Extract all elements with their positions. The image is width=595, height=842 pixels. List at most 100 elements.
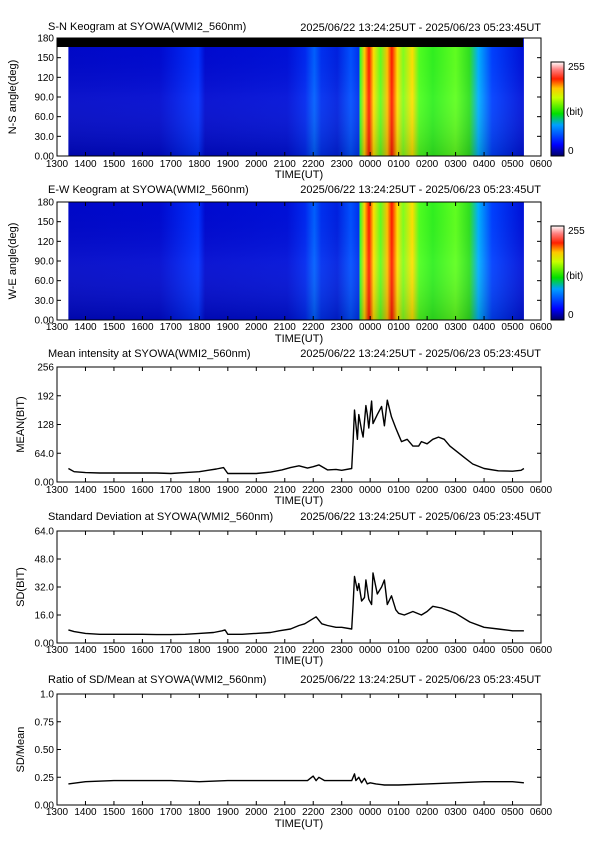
x-tick-label: 0200 (416, 645, 439, 656)
x-tick-label: 1700 (160, 485, 183, 496)
x-tick-label: 0000 (359, 807, 382, 818)
x-tick-label: 0400 (473, 807, 496, 818)
x-tick-label: 0600 (530, 322, 553, 333)
y-tick-label: 64.0 (35, 449, 55, 460)
x-tick-label: 0300 (444, 645, 467, 656)
panel-1: S-N Keogram at SYOWA(WMI2_560nm) 2025/06/… (7, 21, 585, 181)
x-tick-label: 1400 (74, 645, 97, 656)
x-tick-label: 1500 (103, 807, 126, 818)
x-tick-label: 1800 (188, 645, 211, 656)
x-tick-label: 2200 (302, 159, 325, 170)
x-tick-label: 2000 (245, 322, 268, 333)
y-tick-label: 0.00 (35, 152, 55, 163)
x-tick-label: 0500 (501, 485, 524, 496)
x-tick-label: 2300 (331, 159, 354, 170)
panel-title: Standard Deviation at SYOWA(WMI2_560nm) (48, 511, 273, 523)
y-tick-label: 0.00 (35, 639, 55, 650)
x-tick-label: 1600 (131, 645, 154, 656)
x-tick-label: 1700 (160, 322, 183, 333)
x-tick-label: 0500 (501, 807, 524, 818)
y-tick-label: 32.0 (35, 583, 55, 594)
x-tick-label: 1300 (46, 485, 69, 496)
x-tick-label: 1800 (188, 159, 211, 170)
y-tick-label: 0.00 (35, 801, 55, 812)
x-tick-label: 0100 (388, 159, 411, 170)
x-tick-label: 1800 (188, 322, 211, 333)
colorbar-min-label: 0 (568, 310, 574, 321)
x-tick-label: 1500 (103, 485, 126, 496)
y-axis-label: W-E angle(deg) (7, 223, 19, 300)
x-tick-label: 0500 (501, 159, 524, 170)
y-tick-label: 128 (37, 420, 54, 431)
panel-5: Ratio of SD/Mean at SYOWA(WMI2_560nm) 202… (15, 674, 553, 830)
y-tick-label: 180 (37, 34, 54, 45)
y-tick-label: 60.0 (35, 276, 55, 287)
x-tick-label: 0600 (530, 645, 553, 656)
x-tick-label: 0100 (388, 322, 411, 333)
x-tick-label: 1400 (74, 807, 97, 818)
x-tick-label: 0000 (359, 485, 382, 496)
colorbar-max-label: 255 (568, 62, 585, 73)
plot-frame (56, 366, 542, 483)
x-tick-label: 0600 (530, 485, 553, 496)
colorbar-min-label: 0 (568, 146, 574, 157)
x-tick-label: 1600 (131, 322, 154, 333)
colorbar-unit-label: (bit) (566, 107, 583, 118)
x-tick-label: 2100 (274, 159, 297, 170)
x-tick-label: 2100 (274, 645, 297, 656)
colorbar-unit-label: (bit) (566, 271, 583, 282)
x-tick-label: 0300 (444, 159, 467, 170)
time-range: 2025/06/22 13:24:25UT - 2025/06/23 05:23… (300, 348, 541, 360)
x-tick-label: 1700 (160, 159, 183, 170)
x-tick-label: 2300 (331, 645, 354, 656)
y-tick-label: 90.0 (35, 257, 55, 268)
time-range: 2025/06/22 13:24:25UT - 2025/06/23 05:23… (300, 22, 541, 34)
series-line (68, 572, 524, 636)
x-tick-label: 2000 (245, 645, 268, 656)
x-axis-label: TIME(UT) (275, 655, 323, 667)
x-tick-label: 0000 (359, 645, 382, 656)
x-tick-label: 2200 (302, 645, 325, 656)
series-line (68, 773, 524, 786)
panel-4: Standard Deviation at SYOWA(WMI2_560nm) 2… (15, 511, 553, 667)
panel-3: Mean intensity at SYOWA(WMI2_560nm) 2025/… (15, 348, 553, 507)
x-tick-label: 1900 (217, 645, 240, 656)
x-tick-label: 0400 (473, 159, 496, 170)
x-tick-label: 2100 (274, 322, 297, 333)
y-tick-label: 30.0 (35, 296, 55, 307)
x-tick-label: 1400 (74, 322, 97, 333)
x-tick-label: 1300 (46, 322, 69, 333)
y-tick-label: 192 (37, 391, 54, 402)
x-tick-label: 0200 (416, 322, 439, 333)
series-line (68, 399, 525, 475)
x-tick-label: 0100 (388, 807, 411, 818)
plot-frame (56, 693, 542, 806)
x-tick-label: 1500 (103, 322, 126, 333)
x-tick-label: 0200 (416, 159, 439, 170)
x-tick-label: 0200 (416, 485, 439, 496)
x-tick-label: 0200 (416, 807, 439, 818)
x-tick-label: 1500 (103, 645, 126, 656)
y-tick-label: 0.25 (35, 773, 55, 784)
colorbar (550, 225, 565, 321)
keogram-masked-band (57, 38, 523, 47)
y-axis-label: MEAN(BIT) (15, 396, 27, 452)
x-tick-label: 0600 (530, 807, 553, 818)
x-tick-label: 1300 (46, 807, 69, 818)
x-tick-label: 0300 (444, 322, 467, 333)
y-tick-label: 90.0 (35, 93, 55, 104)
colorbar (550, 61, 565, 157)
x-tick-label: 0500 (501, 645, 524, 656)
x-tick-label: 0400 (473, 322, 496, 333)
y-axis-label: SD/Mean (15, 727, 27, 773)
y-tick-label: 0.50 (35, 745, 55, 756)
x-tick-label: 2300 (331, 485, 354, 496)
x-tick-label: 0400 (473, 485, 496, 496)
y-tick-label: 1.0 (40, 690, 54, 701)
panel-title: Ratio of SD/Mean at SYOWA(WMI2_560nm) (48, 674, 266, 686)
x-tick-label: 0100 (388, 485, 411, 496)
y-tick-label: 120 (37, 73, 54, 84)
x-tick-label: 2300 (331, 322, 354, 333)
x-tick-label: 0500 (501, 322, 524, 333)
